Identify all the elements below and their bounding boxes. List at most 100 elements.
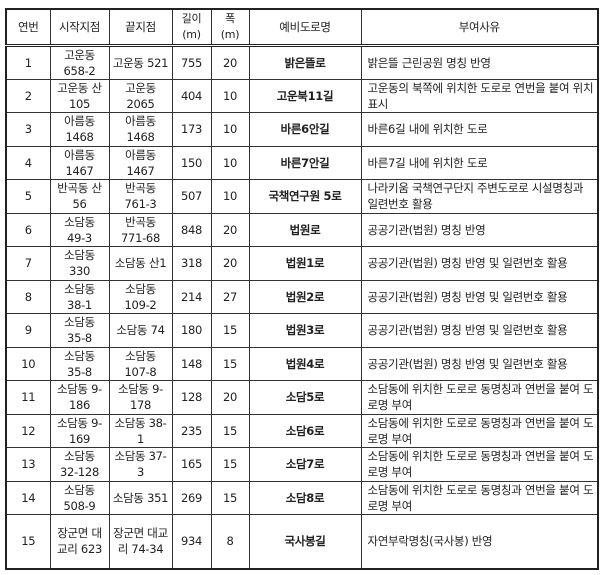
cell-length: 173 bbox=[171, 112, 212, 147]
cell-reason: 고운동의 북쪽에 위치한 도로로 연번을 붙여 위치표시 bbox=[360, 78, 599, 113]
header-length-unit: (m) bbox=[182, 27, 201, 41]
cell-road-name: 법원1로 bbox=[248, 246, 362, 281]
cell-reason: 바른7길 내에 위치한 도로 bbox=[360, 145, 599, 180]
cell-length: 318 bbox=[171, 246, 212, 281]
table-row: 6 소담동 49-3 반곡동 771-68 848 20 법원로 공공기관(법원) 명칭 반… bbox=[5, 212, 599, 247]
cell-no: 14 bbox=[5, 480, 51, 515]
cell-end: 소담동 109-2 bbox=[108, 279, 173, 314]
cell-width: 15 bbox=[210, 346, 250, 381]
cell-start: 고운동 산105 bbox=[49, 78, 110, 113]
cell-start: 장군면 대교리 623 bbox=[49, 514, 110, 569]
cell-reason: 소담동에 위치한 도로로 동명칭과 연번을 붙여 도로명 부여 bbox=[360, 380, 599, 415]
cell-end: 반곡동 771-68 bbox=[108, 212, 173, 247]
table-row: 5 반곡동 산56 반곡동 761-3 507 10 국책연구원 5로 나라키움 국책연구단… bbox=[5, 179, 599, 214]
table-row: 13 소담동 32-128 소담동 37-3 165 15 소담7로 소담동에 위치한 도로… bbox=[5, 447, 599, 482]
cell-end: 소담동 107-8 bbox=[108, 346, 173, 381]
cell-reason: 나라키움 국책연구단지 주변도로로 시설명칭과 일련번호 활용 bbox=[360, 179, 599, 214]
cell-start: 아름동 1468 bbox=[49, 112, 110, 147]
header-width-label: 폭 bbox=[225, 11, 235, 25]
cell-road-name: 법원3로 bbox=[248, 313, 362, 348]
cell-end: 소담동 351 bbox=[108, 480, 173, 515]
cell-no: 6 bbox=[5, 212, 51, 247]
cell-road-name: 국사봉길 bbox=[248, 514, 362, 569]
cell-no: 1 bbox=[5, 44, 51, 80]
cell-length: 269 bbox=[171, 480, 212, 515]
cell-start: 소담동 35-8 bbox=[49, 346, 110, 381]
cell-end: 고운동 521 bbox=[108, 44, 173, 80]
cell-end: 반곡동 761-3 bbox=[108, 179, 173, 214]
cell-no: 8 bbox=[5, 279, 51, 314]
cell-reason: 소담동에 위치한 도로로 동명칭과 연번을 붙여 도로명 부여 bbox=[360, 480, 599, 515]
cell-length: 848 bbox=[171, 212, 212, 247]
cell-road-name: 바른7안길 bbox=[248, 145, 362, 180]
table-row: 9 소담동 35-8 소담동 74 180 15 법원3로 공공기관(법원) 명칭 반영 및… bbox=[5, 313, 599, 348]
header-length: 길이 (m) bbox=[171, 8, 212, 47]
cell-length: 165 bbox=[171, 447, 212, 482]
header-row: 연번 시작지점 끝지점 길이 (m) 폭 (m) 예비도로명 부여사유 bbox=[5, 8, 599, 47]
cell-no: 15 bbox=[5, 514, 51, 569]
header-no: 연번 bbox=[5, 8, 51, 47]
cell-reason: 바른6길 내에 위치한 도로 bbox=[360, 112, 599, 147]
cell-end: 아름동 1467 bbox=[108, 145, 173, 180]
cell-length: 507 bbox=[171, 179, 212, 214]
header-width: 폭 (m) bbox=[210, 8, 250, 47]
cell-road-name: 법원2로 bbox=[248, 279, 362, 314]
cell-no: 5 bbox=[5, 179, 51, 214]
cell-width: 10 bbox=[210, 179, 250, 214]
table-row: 4 아름동 1467 아름동 1467 150 10 바른7안길 바른7길 내에 위치한 도… bbox=[5, 145, 599, 180]
table-row: 10 소담동 35-8 소담동 107-8 148 15 법원4로 공공기관(법원) 명칭 … bbox=[5, 346, 599, 381]
cell-road-name: 소담8로 bbox=[248, 480, 362, 515]
table-row: 15 장군면 대교리 623 장군면 대교리 74-34 934 8 국사봉길 자연부락명칭… bbox=[5, 514, 599, 569]
cell-start: 소담동 38-1 bbox=[49, 279, 110, 314]
cell-road-name: 소담5로 bbox=[248, 380, 362, 415]
cell-road-name: 고운북11길 bbox=[248, 78, 362, 113]
cell-length: 235 bbox=[171, 413, 212, 448]
cell-road-name: 밝은뜰로 bbox=[248, 44, 362, 80]
table-row: 8 소담동 38-1 소담동 109-2 214 27 법원2로 공공기관(법원) 명칭 반… bbox=[5, 279, 599, 314]
cell-no: 13 bbox=[5, 447, 51, 482]
cell-width: 15 bbox=[210, 480, 250, 515]
cell-width: 10 bbox=[210, 78, 250, 113]
cell-reason: 소담동에 위치한 도로로 동명칭과 연번을 붙여 도로명 부여 bbox=[360, 413, 599, 448]
cell-start: 소담동 35-8 bbox=[49, 313, 110, 348]
table-row: 11 소담동 9-186 소담동 9-178 128 20 소담5로 소담동에 위치한 도로… bbox=[5, 380, 599, 415]
table-row: 14 소담동 508-9 소담동 351 269 15 소담8로 소담동에 위치한 도로로 … bbox=[5, 480, 599, 515]
table-row: 7 소담동 330 소담동 산1 318 20 법원1로 공공기관(법원) 명칭 반영 및 … bbox=[5, 246, 599, 281]
cell-start: 고운동 658-2 bbox=[49, 44, 110, 80]
cell-road-name: 법원로 bbox=[248, 212, 362, 247]
cell-width: 10 bbox=[210, 112, 250, 147]
cell-length: 150 bbox=[171, 145, 212, 180]
cell-reason: 공공기관(법원) 명칭 반영 및 일련번호 활용 bbox=[360, 346, 599, 381]
road-name-table: 연번 시작지점 끝지점 길이 (m) 폭 (m) 예비도로명 부여사유 1 고운동 6… bbox=[5, 8, 599, 570]
table-row: 2 고운동 산105 고운동 2065 404 10 고운북11길 고운동의 북쪽에 위치한… bbox=[5, 78, 599, 113]
cell-start: 소담동 9-169 bbox=[49, 413, 110, 448]
cell-end: 소담동 9-178 bbox=[108, 380, 173, 415]
header-length-label: 길이 bbox=[181, 11, 202, 25]
cell-road-name: 국책연구원 5로 bbox=[248, 179, 362, 214]
cell-reason: 소담동에 위치한 도로로 동명칭과 연번을 붙여 도로명 부여 bbox=[360, 447, 599, 482]
cell-length: 934 bbox=[171, 514, 212, 569]
cell-start: 소담동 49-3 bbox=[49, 212, 110, 247]
cell-start: 소담동 9-186 bbox=[49, 380, 110, 415]
header-width-unit: (m) bbox=[220, 27, 240, 41]
cell-no: 12 bbox=[5, 413, 51, 448]
cell-length: 214 bbox=[171, 279, 212, 314]
cell-width: 8 bbox=[210, 514, 250, 569]
cell-length: 128 bbox=[171, 380, 212, 415]
cell-reason: 자연부락명칭(국사봉) 반영 bbox=[360, 514, 599, 569]
cell-road-name: 소담6로 bbox=[248, 413, 362, 448]
cell-length: 180 bbox=[171, 313, 212, 348]
cell-reason: 공공기관(법원) 명칭 반영 및 일련번호 활용 bbox=[360, 246, 599, 281]
cell-width: 15 bbox=[210, 313, 250, 348]
cell-length: 755 bbox=[171, 44, 212, 80]
cell-width: 20 bbox=[210, 212, 250, 247]
header-name: 예비도로명 bbox=[248, 8, 362, 47]
cell-no: 4 bbox=[5, 145, 51, 180]
cell-end: 소담동 산1 bbox=[108, 246, 173, 281]
cell-no: 7 bbox=[5, 246, 51, 281]
cell-length: 148 bbox=[171, 346, 212, 381]
table-row: 1 고운동 658-2 고운동 521 755 20 밝은뜰로 밝은뜰 근린공원 명칭 반영 bbox=[5, 44, 599, 80]
cell-road-name: 소담7로 bbox=[248, 447, 362, 482]
table-row: 3 아름동 1468 아름동 1468 173 10 바른6안길 바른6길 내에 위치한 도… bbox=[5, 112, 599, 147]
cell-width: 20 bbox=[210, 44, 250, 80]
